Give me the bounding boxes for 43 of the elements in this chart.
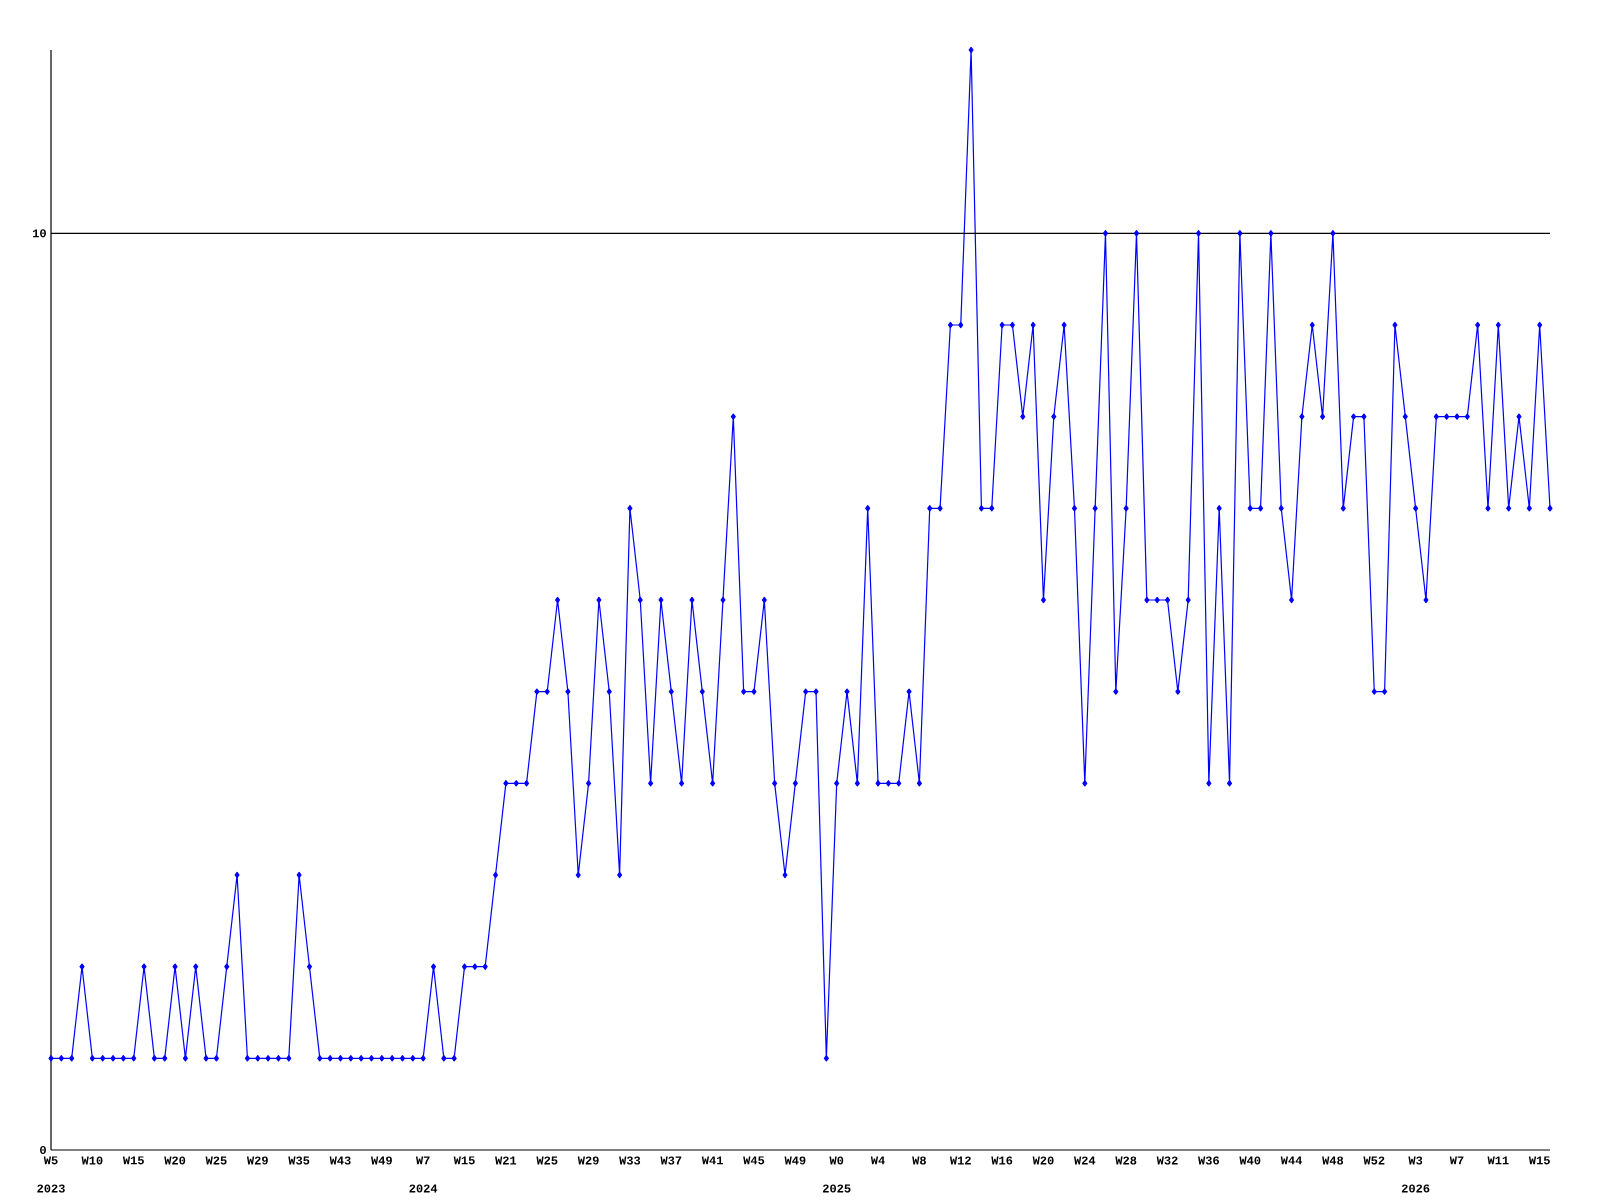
y-tick-label: 10 <box>33 229 46 238</box>
x-tick-label: W15 <box>1528 1156 1550 1165</box>
x-tick-label: W32 <box>1156 1156 1178 1165</box>
x-tick-label: W35 <box>288 1156 310 1165</box>
x-tick-label: W7 <box>415 1156 430 1165</box>
x-tick-label: W0 <box>829 1156 844 1165</box>
x-tick-label: W43 <box>329 1156 351 1165</box>
x-tick-label: W45 <box>743 1156 765 1165</box>
x-tick-label: W36 <box>1198 1156 1220 1165</box>
x-tick-label: W41 <box>701 1156 723 1165</box>
x-tick-label: W33 <box>619 1156 641 1165</box>
x-tick-label: W15 <box>122 1156 144 1165</box>
x-tick-label: W15 <box>453 1156 475 1165</box>
x-tick-label: W20 <box>1032 1156 1054 1165</box>
x-tick-label: W16 <box>991 1156 1013 1165</box>
text: 2025 <box>823 1184 851 1193</box>
x-tick-label: W49 <box>784 1156 806 1165</box>
x-tick-label: W24 <box>1074 1156 1096 1165</box>
text: 2023 <box>37 1184 65 1193</box>
x-tick-label: W49 <box>371 1156 392 1165</box>
x-tick-label: W29 <box>577 1156 599 1165</box>
x-tick-label: W8 <box>912 1156 926 1165</box>
x-tick-label: W20 <box>164 1156 186 1165</box>
x-tick-label: W5 <box>43 1156 58 1165</box>
x-tick-label: W21 <box>495 1156 517 1165</box>
x-tick-label: W40 <box>1239 1156 1261 1165</box>
x-tick-label: W37 <box>660 1156 682 1165</box>
x-tick-label: W25 <box>205 1156 227 1165</box>
x-tick-label: W11 <box>1487 1156 1509 1165</box>
x-tick-label: W7 <box>1449 1156 1464 1165</box>
x-tick-label: W25 <box>536 1156 558 1165</box>
x-tick-label: W48 <box>1322 1156 1344 1165</box>
x-tick-label: W3 <box>1408 1156 1423 1165</box>
x-tick-label: W10 <box>81 1156 103 1165</box>
x-tick-label: W12 <box>949 1156 971 1165</box>
x-tick-label: W52 <box>1363 1156 1385 1165</box>
text: 2026 <box>1401 1184 1430 1193</box>
text: 2024 <box>409 1184 438 1193</box>
x-tick-label: W29 <box>246 1156 268 1165</box>
x-tick-label: W4 <box>870 1156 885 1165</box>
x-tick-label: W28 <box>1115 1156 1137 1165</box>
y-tick-label: 0 <box>40 1145 46 1155</box>
x-tick-label: W44 <box>1280 1156 1302 1165</box>
